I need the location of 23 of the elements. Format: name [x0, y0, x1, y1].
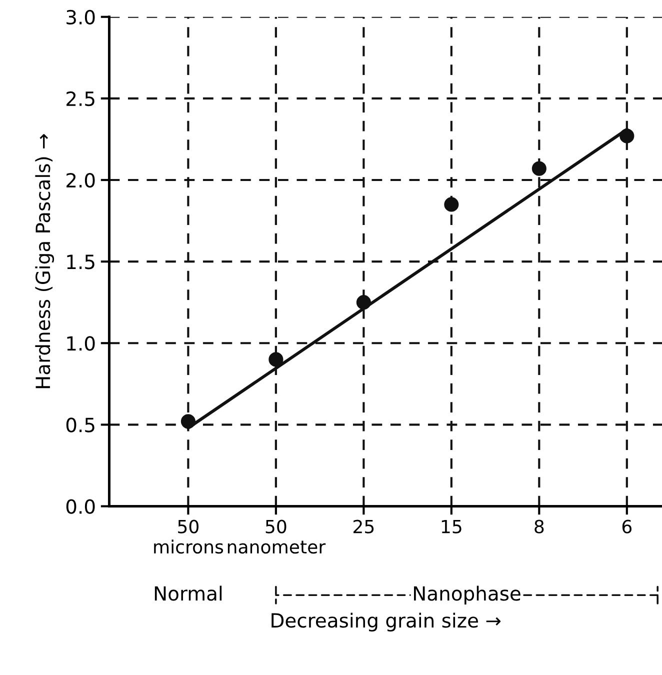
point [532, 161, 546, 176]
x-tick-label: 50 nanometer [228, 520, 326, 554]
y-tick-label: 0.0 [66, 499, 95, 514]
x-tick-label: 15 [442, 520, 462, 534]
x-tick-label: 25 [354, 520, 374, 534]
point [620, 128, 634, 144]
point [356, 295, 371, 310]
text: Nanophase [414, 586, 520, 605]
x-tick-label: 8 [534, 520, 544, 534]
x-tick-label: 50 microns [154, 520, 224, 554]
y-tick-label: 3.0 [66, 10, 95, 25]
point [180, 414, 196, 429]
point [444, 197, 459, 212]
y-tick-label: 2.0 [66, 172, 95, 188]
x-tick-label: 6 [622, 520, 632, 534]
y-tick-label: 2.5 [66, 91, 94, 106]
point [268, 352, 284, 367]
y-tick-label: 1.0 [67, 336, 95, 351]
text: Normal [154, 586, 222, 601]
y-axis-title: Hardness (Giga Pascals) → [35, 134, 54, 388]
y-tick-label: 1.5 [67, 254, 94, 270]
y-tick-label: 0.5 [66, 418, 94, 432]
x-axis-title: Decreasing grain size → [272, 612, 501, 632]
